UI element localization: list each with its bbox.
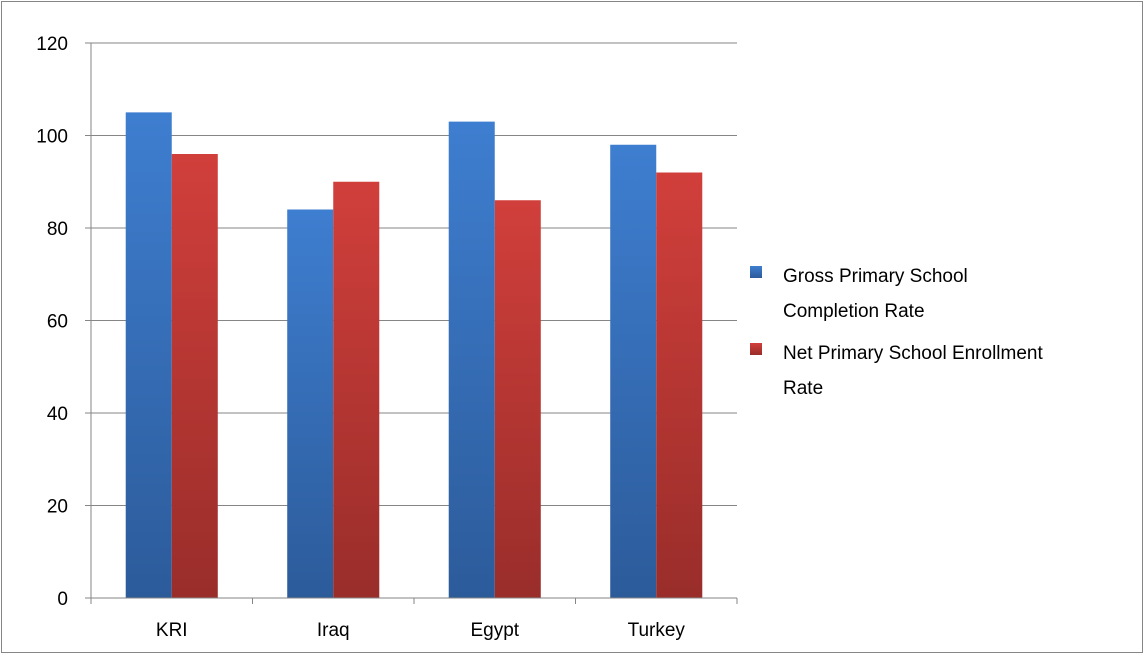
bar-gross-completion-egypt — [448, 121, 495, 598]
bar-net-enrollment-iraq — [333, 181, 380, 598]
bar-gross-completion-iraq — [287, 209, 334, 598]
bar-net-enrollment-egypt — [494, 200, 541, 598]
legend-label-gross-completion: Gross Primary School Completion Rate — [783, 266, 968, 322]
legend-label-net-enrollment: Net Primary School Enrollment Rate — [783, 343, 1043, 399]
x-tick-label: KRI — [156, 620, 188, 641]
bar-gross-completion-turkey — [610, 144, 657, 598]
y-tick-label: 40 — [47, 404, 68, 425]
tick-labels: 0 20 40 60 80 100 120 KRI Iraq Egypt Turkey — [36, 34, 685, 641]
bar-gross-completion-kri — [125, 112, 172, 598]
y-tick-label: 120 — [36, 34, 68, 55]
y-tick-label: 100 — [36, 127, 68, 148]
y-tick-label: 0 — [57, 589, 68, 610]
x-tick-label: Iraq — [317, 620, 350, 641]
legend: Gross Primary School Completion Rate Net P… — [750, 266, 1043, 399]
y-tick-label: 20 — [47, 497, 68, 518]
bar-net-enrollment-turkey — [656, 172, 703, 598]
y-tick-label: 80 — [47, 219, 68, 240]
legend-swatch-net-enrollment — [750, 343, 762, 355]
axes — [85, 42, 738, 604]
legend-swatch-gross-completion — [750, 266, 762, 278]
bars — [125, 112, 703, 598]
y-tick-label: 60 — [47, 312, 68, 333]
bar-net-enrollment-kri — [171, 154, 218, 598]
x-tick-label: Turkey — [628, 620, 686, 641]
x-tick-label: Egypt — [470, 620, 519, 641]
